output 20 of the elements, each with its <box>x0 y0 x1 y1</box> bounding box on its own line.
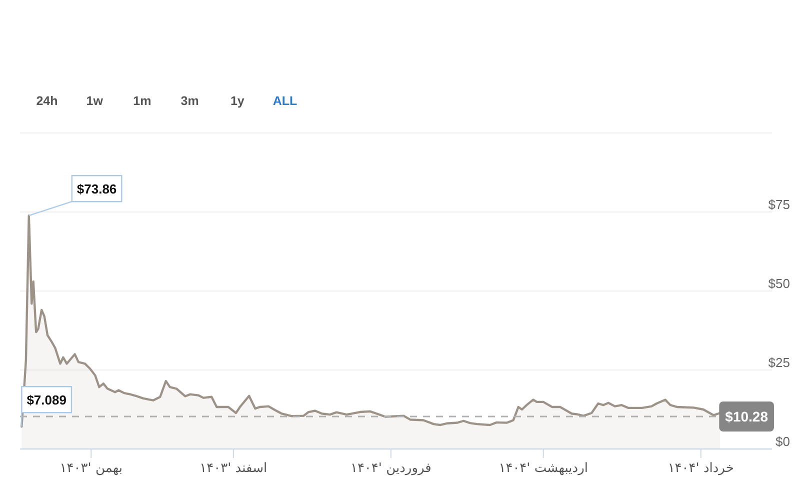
x-tick-label: اسفند '۱۴۰۳ <box>200 461 268 476</box>
text: 1y <box>227 90 248 112</box>
annotation: $7.089 <box>26 392 66 408</box>
text: 1m <box>130 90 154 112</box>
text: $0 <box>776 434 790 449</box>
annotation: $73.86 <box>76 182 117 197</box>
x-tick-label: اردیبهشت '۱۴۰۴ <box>498 461 588 476</box>
callout: $73.86 <box>28 175 122 216</box>
x-tick-label: خرداد '۱۴۰۴ <box>668 461 734 476</box>
text: 24h <box>33 90 61 112</box>
text: $75 <box>768 197 790 212</box>
ref-line-label: $10.28 <box>725 408 768 425</box>
x-tick-label: فروردین '۱۴۰۴ <box>350 461 432 476</box>
text: 3m <box>178 90 202 112</box>
text: $50 <box>768 276 790 291</box>
text: $25 <box>768 355 790 370</box>
text: ALL <box>270 90 300 112</box>
x-tick-label: بهمن '۱۴۰۳ <box>60 461 122 476</box>
text: 1w <box>83 90 106 112</box>
callout: $7.089 <box>21 386 72 427</box>
